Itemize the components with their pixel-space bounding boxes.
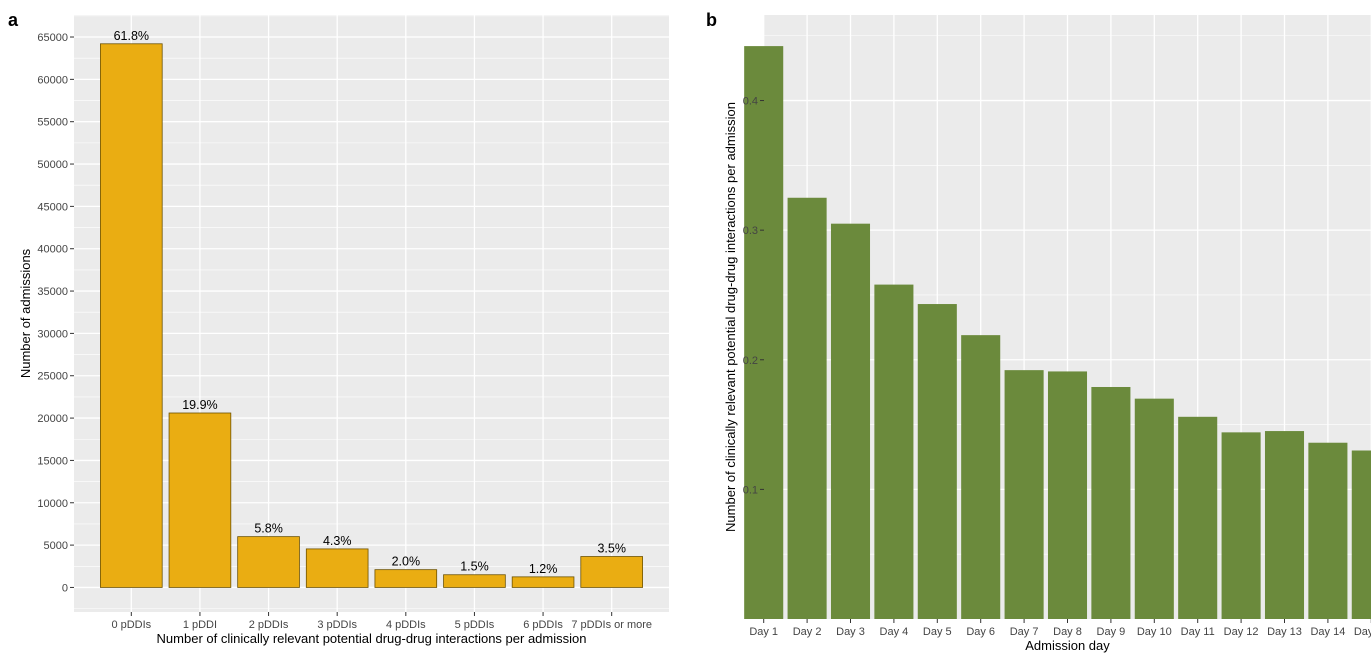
x-tick-label: 3 pDDIs bbox=[317, 619, 357, 631]
x-tick-label: 1 pDDI bbox=[183, 619, 217, 631]
y-tick-label: 40000 bbox=[37, 244, 68, 256]
x-tick-label: Day 7 bbox=[1010, 626, 1039, 638]
y-tick-label: 55000 bbox=[37, 117, 68, 129]
y-tick-label: 25000 bbox=[37, 371, 68, 383]
bar bbox=[1178, 416, 1218, 619]
y-tick-label: 50000 bbox=[37, 159, 68, 171]
y-tick-label: 0.4 bbox=[743, 96, 758, 108]
panel-a-bars bbox=[100, 43, 643, 588]
panel-a-x-axis: 0 pDDIs 1 pDDI 2 pDDIs 3 pDDIs 4 pDDIs 5 pDDI… bbox=[111, 612, 652, 631]
y-tick-label: 65000 bbox=[37, 32, 68, 44]
bar bbox=[580, 556, 643, 588]
bar bbox=[443, 574, 506, 588]
y-tick-label: 15000 bbox=[37, 455, 68, 467]
bar bbox=[744, 46, 784, 619]
panel-b-x-axis-title: Admission day bbox=[1025, 638, 1110, 653]
y-tick-label: 35000 bbox=[37, 286, 68, 298]
panel-a-gridlines bbox=[74, 15, 669, 612]
bar bbox=[100, 43, 163, 588]
y-tick-label: 30000 bbox=[37, 328, 68, 340]
bar bbox=[305, 548, 369, 588]
y-tick-label: 0.3 bbox=[743, 225, 758, 237]
x-tick-label: Day 14 bbox=[1310, 626, 1345, 638]
bar bbox=[1221, 432, 1261, 619]
x-tick-label: Day 9 bbox=[1097, 626, 1126, 638]
bar bbox=[1004, 370, 1044, 619]
x-tick-label: Day 5 bbox=[923, 626, 952, 638]
panel-a-y-axis: 0 5000 10000 15000 20000 25000 30000 35000 40000… bbox=[37, 32, 74, 594]
bar-data-label: 4.3% bbox=[323, 534, 352, 548]
bar-data-label: 5.8% bbox=[254, 522, 283, 536]
panel-a-data-labels: 61.8% 19.9% 5.8% 4.3% 2.0% 1.5% 1.2% 3.5% bbox=[114, 29, 626, 576]
bar-data-label: 19.9% bbox=[182, 398, 217, 412]
x-tick-label: Day 2 bbox=[793, 626, 822, 638]
bar bbox=[511, 576, 575, 588]
bar bbox=[830, 223, 871, 620]
x-tick-label: 6 pDDIs bbox=[523, 619, 563, 631]
bar bbox=[1047, 371, 1088, 619]
panel-a-y-axis-title: Number of admissions bbox=[18, 248, 33, 378]
y-tick-label: 60000 bbox=[37, 74, 68, 86]
x-tick-label: Day 4 bbox=[880, 626, 909, 638]
panel-a-letter: a bbox=[8, 10, 19, 30]
bar bbox=[1351, 450, 1371, 619]
y-tick-label: 20000 bbox=[37, 413, 68, 425]
panel-b-bars bbox=[744, 46, 1371, 620]
y-tick-label: 0.1 bbox=[743, 484, 758, 496]
bar bbox=[1091, 386, 1131, 619]
panel-b: b 0.1 0.2 0.3 0.4 Day 1 Day 2 Day 3 Day 4 Day 5… bbox=[706, 10, 1371, 653]
panel-a-plot-background bbox=[74, 15, 669, 612]
bar bbox=[1264, 431, 1305, 619]
bar bbox=[961, 335, 1001, 619]
bar bbox=[374, 569, 438, 588]
bar bbox=[1308, 442, 1348, 619]
bar bbox=[168, 412, 232, 588]
x-tick-label: Day 15 bbox=[1354, 626, 1371, 638]
x-tick-label: 5 pDDIs bbox=[455, 619, 495, 631]
bar bbox=[237, 536, 300, 588]
x-tick-label: Day 10 bbox=[1137, 626, 1172, 638]
y-tick-label: 45000 bbox=[37, 201, 68, 213]
x-tick-label: Day 3 bbox=[836, 626, 865, 638]
y-tick-label: 0.2 bbox=[743, 355, 758, 367]
x-tick-label: Day 8 bbox=[1053, 626, 1082, 638]
panel-b-letter: b bbox=[706, 10, 717, 30]
y-tick-label: 10000 bbox=[37, 498, 68, 510]
panel-b-x-axis: Day 1 Day 2 Day 3 Day 4 Day 5 Day 6 Day 7 Day 8… bbox=[749, 619, 1371, 638]
panel-b-y-axis: 0.1 0.2 0.3 0.4 bbox=[743, 96, 764, 496]
bar-data-label: 1.2% bbox=[529, 562, 558, 576]
x-tick-label: Day 6 bbox=[966, 626, 995, 638]
panel-a: a 61.8% 19.9% 5.8% 4.3% 2.0% 1.5% 1.2% 3.5% 0 50… bbox=[8, 10, 669, 646]
x-tick-label: Day 1 bbox=[749, 626, 778, 638]
y-tick-label: 0 bbox=[62, 582, 68, 594]
bar bbox=[787, 197, 827, 619]
x-tick-label: 7 pDDIs or more bbox=[571, 619, 652, 631]
bar-data-label: 61.8% bbox=[114, 29, 149, 43]
x-tick-label: 0 pDDIs bbox=[111, 619, 151, 631]
bar bbox=[874, 284, 914, 619]
x-tick-label: Day 12 bbox=[1224, 626, 1259, 638]
panel-a-x-axis-title: Number of clinically relevant potential … bbox=[157, 631, 587, 646]
x-tick-label: 2 pDDIs bbox=[249, 619, 289, 631]
bar bbox=[917, 304, 957, 619]
bar-data-label: 2.0% bbox=[392, 555, 421, 569]
panel-b-y-axis-title: Number of clinically relevant potential … bbox=[723, 102, 738, 532]
x-tick-label: Day 13 bbox=[1267, 626, 1302, 638]
bar-data-label: 1.5% bbox=[460, 560, 489, 574]
y-tick-label: 5000 bbox=[44, 540, 68, 552]
bar bbox=[1134, 398, 1174, 619]
bar-data-label: 3.5% bbox=[597, 542, 626, 556]
x-tick-label: Day 11 bbox=[1181, 626, 1215, 638]
x-tick-label: 4 pDDIs bbox=[386, 619, 426, 631]
